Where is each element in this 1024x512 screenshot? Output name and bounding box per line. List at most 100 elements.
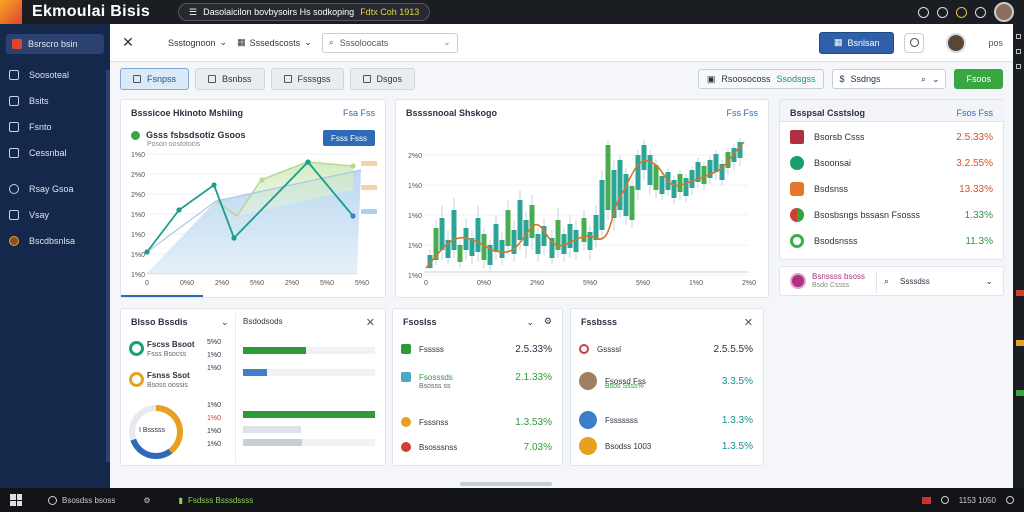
- candle-body[interactable]: [647, 155, 653, 185]
- sidebar-scrollbar[interactable]: [106, 70, 110, 462]
- title-status-pill[interactable]: ☰ Dasolaicilon bovbysoirs Hs sodkoping F…: [178, 3, 431, 21]
- user-info-card[interactable]: Bsnssss bsoss Bsdo Cssss ⌕ Ssssdss ⌄: [779, 266, 1004, 296]
- line-card-button[interactable]: Fsss Fsss: [323, 130, 375, 146]
- candle-body[interactable]: [433, 228, 439, 260]
- candle-body[interactable]: [427, 255, 433, 268]
- candle-body[interactable]: [671, 180, 677, 198]
- candle-body[interactable]: [659, 176, 665, 194]
- candle-body[interactable]: [581, 218, 587, 242]
- candle-body[interactable]: [505, 210, 511, 246]
- candle-body[interactable]: [549, 238, 555, 258]
- candle-body[interactable]: [641, 145, 647, 170]
- candle-body[interactable]: [593, 215, 599, 240]
- search-input[interactable]: ⌕ Sssoloocats ⌄: [321, 32, 458, 53]
- sidebar-item-clock[interactable]: Rsay Gsoa: [0, 176, 110, 202]
- start-menu-icon[interactable]: [10, 494, 22, 506]
- chart-point[interactable]: [231, 235, 237, 241]
- candle-body[interactable]: [511, 230, 517, 254]
- list-item[interactable]: Bsodsnsss 11.3%: [790, 228, 993, 254]
- candle-body[interactable]: [481, 234, 487, 260]
- close-icon[interactable]: ✕: [365, 317, 375, 329]
- menu-icon[interactable]: [1016, 49, 1021, 54]
- sidebar-item-grid[interactable]: Bsits: [0, 88, 110, 114]
- candle-body[interactable]: [555, 220, 561, 250]
- stats-row[interactable]: Fsssss 2.5.33%: [401, 339, 552, 359]
- chart-point[interactable]: [350, 163, 356, 169]
- list-item[interactable]: Bsosbsngs bssasn Fsosss 1.33%: [790, 202, 993, 228]
- candle-body[interactable]: [573, 230, 579, 252]
- candle-body[interactable]: [677, 174, 683, 192]
- candle-body[interactable]: [725, 152, 731, 168]
- candle-body[interactable]: [689, 170, 695, 188]
- candle-body[interactable]: [695, 162, 701, 182]
- candle-body[interactable]: [713, 154, 719, 172]
- candle-body[interactable]: [611, 170, 617, 218]
- candle-body[interactable]: [707, 160, 713, 178]
- filter-pill[interactable]: ▣ Rsoosocoss Ssodsgss: [697, 69, 825, 89]
- candle-body[interactable]: [561, 234, 567, 254]
- candle-body[interactable]: [517, 200, 523, 240]
- notification-icon[interactable]: [918, 6, 929, 18]
- list-item[interactable]: Bsorsb Csss 2.5.33%: [790, 124, 993, 150]
- candle-body[interactable]: [587, 232, 593, 250]
- candle-body[interactable]: [599, 180, 605, 230]
- candle-body[interactable]: [737, 142, 743, 158]
- stats-row[interactable]: Fsossd Fss 3.3.5%: [579, 371, 753, 391]
- candle-body[interactable]: [567, 224, 573, 248]
- sidebar-brand[interactable]: Bsrscro bsin: [6, 34, 104, 54]
- stats-row[interactable]: Fsssssss 1.3.3%: [579, 410, 753, 430]
- settings-icon[interactable]: ⚙: [543, 316, 552, 326]
- stats-row[interactable]: Bsosssnss 7.03%: [401, 437, 552, 457]
- gear-icon[interactable]: ⚙: [143, 495, 151, 505]
- candle-body[interactable]: [529, 205, 535, 238]
- sidebar-item-settings[interactable]: Bscdbsnlsa: [0, 228, 110, 254]
- candle-body[interactable]: [493, 224, 499, 252]
- stats-row[interactable]: Gssssl 2.5.5.5%: [579, 339, 753, 359]
- candle-body[interactable]: [629, 186, 635, 220]
- go-button[interactable]: Fsoos: [954, 69, 1003, 89]
- network-icon[interactable]: [940, 496, 949, 504]
- candle-body[interactable]: [701, 166, 707, 184]
- taskbar-item[interactable]: ▮ Fsdsss Bsssdssss: [179, 496, 254, 505]
- chart-point[interactable]: [350, 213, 356, 219]
- close-icon[interactable]: ✕: [743, 317, 753, 329]
- user-avatar[interactable]: [946, 32, 967, 53]
- candle-body[interactable]: [469, 238, 475, 256]
- filter-dropdown[interactable]: ▦ Sssedscosts ⌄: [237, 37, 312, 48]
- candle-card-link[interactable]: Fss Fss: [726, 108, 759, 118]
- user-avatar[interactable]: [994, 2, 1014, 22]
- horizontal-scrollbar[interactable]: [460, 482, 552, 486]
- help-icon[interactable]: [937, 6, 948, 18]
- chart-point[interactable]: [176, 207, 182, 213]
- stats-row[interactable]: Bsodss 1003 1.3.5%: [579, 436, 753, 456]
- candle-body[interactable]: [523, 220, 529, 246]
- candle-body[interactable]: [439, 218, 445, 250]
- candle-body[interactable]: [617, 160, 623, 210]
- chevron-down-icon[interactable]: ⌄: [221, 317, 229, 327]
- candle-body[interactable]: [457, 245, 463, 262]
- list-card-link[interactable]: Fsos Fss: [956, 108, 993, 118]
- toggle-button[interactable]: [904, 32, 925, 53]
- candle-body[interactable]: [475, 218, 481, 252]
- sidebar-item-calendar[interactable]: Cessnbal: [0, 140, 110, 166]
- sidebar-item-overview[interactable]: Soosoteal: [0, 62, 110, 88]
- candle-body[interactable]: [605, 145, 611, 210]
- taskbar-item[interactable]: Bsosdss bsoss: [48, 495, 115, 505]
- flag-icon[interactable]: [921, 496, 931, 504]
- stats-row[interactable]: Fsssnss 1.3.53%: [401, 412, 552, 432]
- line-card-link[interactable]: Fsa Fss: [342, 108, 375, 118]
- notification-icon[interactable]: [1006, 496, 1014, 504]
- tab-4[interactable]: Dsgos: [349, 68, 416, 90]
- candle-body[interactable]: [541, 226, 547, 246]
- list-item[interactable]: Bsoonsai 3.2.55%: [790, 150, 993, 176]
- tab-3[interactable]: Fsssgss: [270, 68, 344, 90]
- alert-icon[interactable]: [956, 6, 967, 18]
- candle-body[interactable]: [451, 210, 457, 250]
- candle-body[interactable]: [445, 240, 451, 258]
- candle-body[interactable]: [683, 178, 689, 196]
- chart-point[interactable]: [259, 177, 265, 183]
- more-menu[interactable]: pos: [988, 37, 1003, 48]
- chart-point[interactable]: [305, 159, 311, 165]
- list-item[interactable]: Bsdsnss 13.33%: [790, 176, 993, 202]
- candle-body[interactable]: [623, 174, 629, 216]
